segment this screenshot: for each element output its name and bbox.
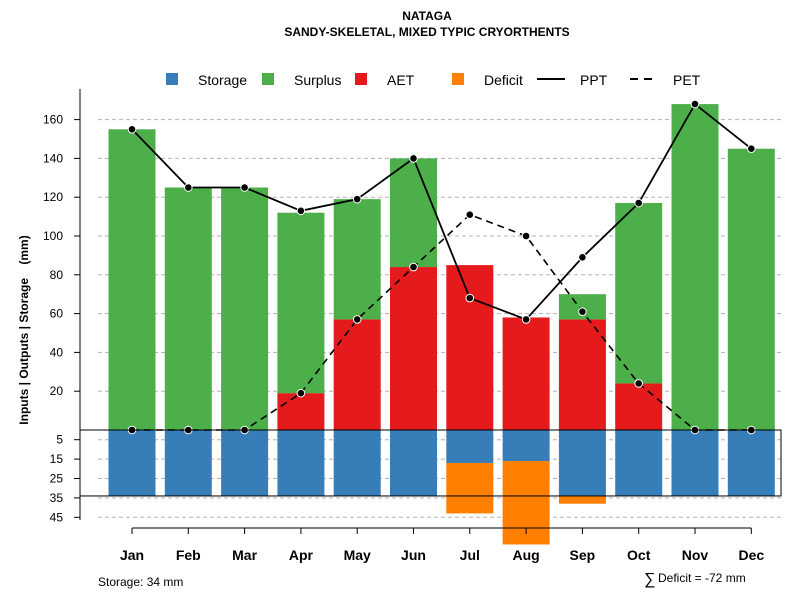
ppt-point [127,125,137,134]
x-tick-label: Mar [232,547,257,563]
ppt-point [352,194,362,204]
pet-point [409,262,418,272]
ppt-point [578,253,587,262]
y-tick-label: 20 [50,384,64,398]
x-tick-label: Feb [176,547,201,563]
x-tick-label: Sep [570,547,596,563]
ppt-point [521,315,531,324]
deficit-bar [558,495,606,504]
storage-bar [671,430,719,496]
legend-swatch-aet [355,73,367,85]
y-tick-label: 160 [43,113,63,127]
aet-bar [502,317,550,430]
x-tick-label: May [344,547,371,563]
storage-bar [390,430,437,496]
surplus-bar [108,129,156,431]
legend-label-storage: Storage [198,72,247,88]
x-tick-label: Jun [401,547,426,563]
ppt-line [131,102,752,321]
aet-bar [446,265,494,430]
legend-swatch-deficit [452,73,464,85]
axes: 20 40 60 80 100 120 140 160 5 15 25 35 45 Jan Feb Mar Ap… [43,89,782,563]
legend-label-aet: AET [387,72,415,88]
surplus-bar [277,212,325,394]
y-tick-label: 140 [43,151,63,165]
storage-bar [502,430,550,462]
storage-bar [446,430,494,463]
legend-label-surplus: Surplus [294,72,341,88]
y-tick-label: 120 [43,190,63,204]
aet-bar [558,319,606,430]
aet-bar [333,319,381,430]
x-tick-label: Jan [120,547,144,563]
surplus-bar [221,187,269,430]
x-tick-label: Aug [512,547,539,563]
storage-bar [164,430,212,496]
surplus-bar [727,148,775,430]
pet-point [521,231,531,241]
ppt-point [296,206,306,216]
y-axis-label: Inputs | Outputs | Storage (mm) [17,235,31,424]
chart-title: NATAGA [402,9,452,23]
bars [108,104,775,545]
storage-bar [277,430,325,496]
legend-swatch-storage [166,73,178,85]
surplus-bar [333,199,381,320]
y-tick-label: 60 [50,307,64,321]
surplus-bar [390,158,437,268]
pet-point [296,388,306,398]
legend-label-deficit: Deficit [484,72,523,88]
ppt-point [747,144,756,153]
storage-bar [615,430,663,496]
y-tick-label: 40 [50,345,64,359]
ppt-point [465,293,475,303]
x-tick-label: Apr [289,547,314,563]
legend-swatch-surplus [262,73,274,85]
series-lines [127,99,756,435]
pet-line [132,213,752,431]
y-tick-label: 45 [50,510,64,524]
x-tick-label: Oct [627,547,651,563]
surplus-bar [164,187,212,430]
storage-footer: Storage: 34 mm [98,575,183,589]
x-tick-label: Jul [460,547,480,563]
pet-point [352,315,362,324]
storage-bar [727,430,775,496]
deficit-bar [446,462,494,514]
y-tick-label: 25 [50,472,64,486]
deficit-footer: Deficit = -72 mm [658,571,746,585]
chart-subtitle: SANDY-SKELETAL, MIXED TYPIC CRYORTHENTS [284,25,569,39]
surplus-bar [615,203,663,384]
gridlines [98,119,781,518]
pet-point [634,379,644,388]
aet-bar [390,267,437,430]
ppt-point [634,198,644,208]
y-tick-label: 5 [56,433,63,447]
x-tick-label: Nov [682,547,709,563]
storage-bar [108,430,156,496]
pet-point [578,307,587,316]
y-tick-label: 15 [50,452,64,466]
ppt-point [409,154,418,163]
legend-label-pet: PET [673,72,701,88]
surplus-bar [671,104,719,430]
legend: Storage Surplus AET Deficit PPT PET [166,72,701,88]
aet-bar [277,393,325,430]
pet-point [465,210,475,219]
storage-bar [558,430,606,496]
y-tick-label: 80 [50,268,64,282]
storage-bar [333,430,381,496]
x-tick-label: Dec [738,547,764,563]
ppt-point [184,183,193,192]
aet-bar [615,383,663,430]
y-tick-label: 35 [50,491,64,505]
ppt-point [240,183,249,192]
sigma-symbol: ∑ [644,571,655,588]
y-tick-label: 100 [43,229,63,243]
storage-bar [221,430,269,496]
ppt-point [690,99,700,109]
legend-label-ppt: PPT [580,72,608,88]
